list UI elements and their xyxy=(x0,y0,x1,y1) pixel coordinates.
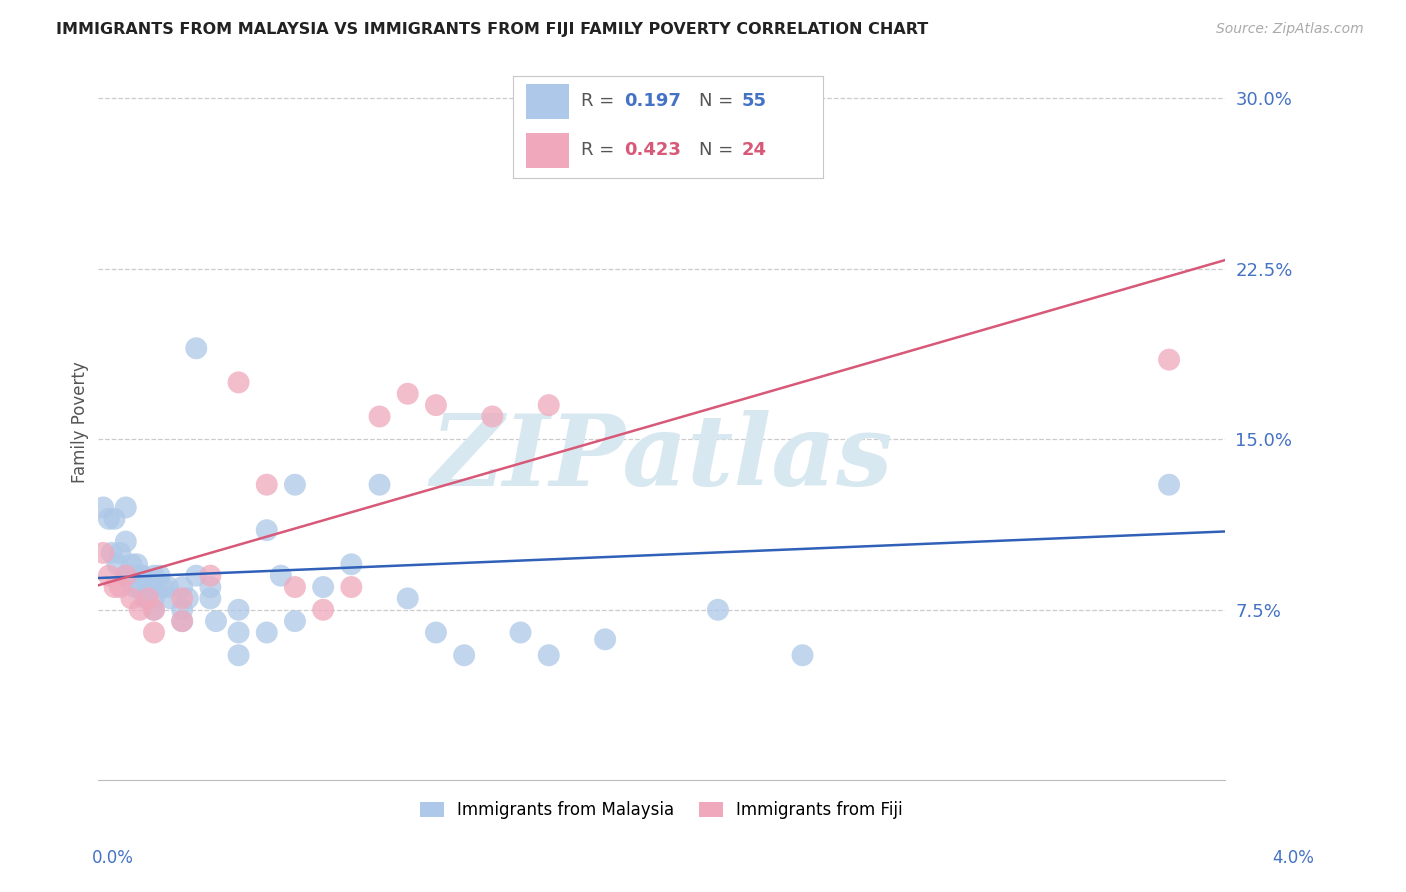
Text: 24: 24 xyxy=(742,141,768,159)
Text: 4.0%: 4.0% xyxy=(1272,849,1315,867)
Point xyxy=(143,603,166,617)
Point xyxy=(122,580,145,594)
Point xyxy=(396,591,419,606)
Point xyxy=(537,398,560,412)
Point xyxy=(105,558,128,572)
Point xyxy=(284,614,307,628)
Point xyxy=(108,580,131,594)
Point xyxy=(1157,352,1180,367)
Point xyxy=(200,568,222,582)
Point xyxy=(205,614,228,628)
Point xyxy=(651,114,673,128)
Point xyxy=(481,409,503,424)
Point xyxy=(97,512,120,526)
Point xyxy=(537,648,560,663)
Point xyxy=(368,409,391,424)
Point xyxy=(172,591,194,606)
Point xyxy=(152,580,174,594)
Text: 55: 55 xyxy=(742,93,768,111)
Point xyxy=(120,558,142,572)
Point xyxy=(228,603,250,617)
Point xyxy=(149,568,172,582)
Point xyxy=(228,648,250,663)
Point xyxy=(228,376,250,390)
Point xyxy=(172,614,194,628)
Point xyxy=(707,603,730,617)
Text: 0.197: 0.197 xyxy=(624,93,682,111)
Point xyxy=(108,546,131,560)
Point xyxy=(143,591,166,606)
Point xyxy=(114,568,136,582)
Point xyxy=(128,580,150,594)
Point xyxy=(200,580,222,594)
Point xyxy=(172,580,194,594)
Legend: Immigrants from Malaysia, Immigrants from Fiji: Immigrants from Malaysia, Immigrants fro… xyxy=(413,795,910,826)
Point xyxy=(340,558,363,572)
Point xyxy=(91,500,114,515)
Bar xyxy=(526,133,569,168)
Bar xyxy=(526,84,569,119)
Point xyxy=(340,580,363,594)
Text: 0.423: 0.423 xyxy=(624,141,682,159)
Y-axis label: Family Poverty: Family Poverty xyxy=(72,361,89,483)
Point xyxy=(186,568,208,582)
Point xyxy=(425,625,447,640)
Point xyxy=(134,591,156,606)
Point xyxy=(143,603,166,617)
Point xyxy=(143,580,166,594)
Point xyxy=(284,580,307,594)
Text: R =: R = xyxy=(581,141,614,159)
Point xyxy=(312,580,335,594)
Point xyxy=(136,580,159,594)
Text: Source: ZipAtlas.com: Source: ZipAtlas.com xyxy=(1216,22,1364,37)
Point xyxy=(593,632,616,647)
Point xyxy=(120,591,142,606)
Point xyxy=(312,603,335,617)
Point xyxy=(186,341,208,355)
Text: R =: R = xyxy=(581,93,614,111)
Text: 0.0%: 0.0% xyxy=(91,849,134,867)
Point xyxy=(792,648,814,663)
Point xyxy=(100,546,122,560)
Point xyxy=(453,648,475,663)
Point xyxy=(256,477,278,491)
Point xyxy=(172,614,194,628)
Point xyxy=(91,546,114,560)
Point xyxy=(114,568,136,582)
Point xyxy=(103,580,125,594)
Point xyxy=(177,591,200,606)
Point xyxy=(172,603,194,617)
Point xyxy=(368,477,391,491)
Text: ZIPatlas: ZIPatlas xyxy=(430,409,893,507)
Point xyxy=(1157,477,1180,491)
Point xyxy=(228,625,250,640)
Point xyxy=(136,591,159,606)
Text: N =: N = xyxy=(699,141,733,159)
Point xyxy=(256,523,278,537)
Point xyxy=(270,568,292,582)
Point xyxy=(160,591,183,606)
Point xyxy=(103,512,125,526)
Point xyxy=(509,625,531,640)
Text: N =: N = xyxy=(699,93,733,111)
Point xyxy=(143,568,166,582)
Point xyxy=(128,603,150,617)
Point xyxy=(125,558,148,572)
Point xyxy=(128,568,150,582)
Point xyxy=(396,386,419,401)
Point xyxy=(284,477,307,491)
Point xyxy=(157,580,180,594)
Text: IMMIGRANTS FROM MALAYSIA VS IMMIGRANTS FROM FIJI FAMILY POVERTY CORRELATION CHAR: IMMIGRANTS FROM MALAYSIA VS IMMIGRANTS F… xyxy=(56,22,928,37)
Point xyxy=(131,568,153,582)
Point xyxy=(114,500,136,515)
Point xyxy=(425,398,447,412)
Point xyxy=(143,625,166,640)
Point xyxy=(256,625,278,640)
Point xyxy=(200,591,222,606)
Point xyxy=(97,568,120,582)
Point xyxy=(114,534,136,549)
